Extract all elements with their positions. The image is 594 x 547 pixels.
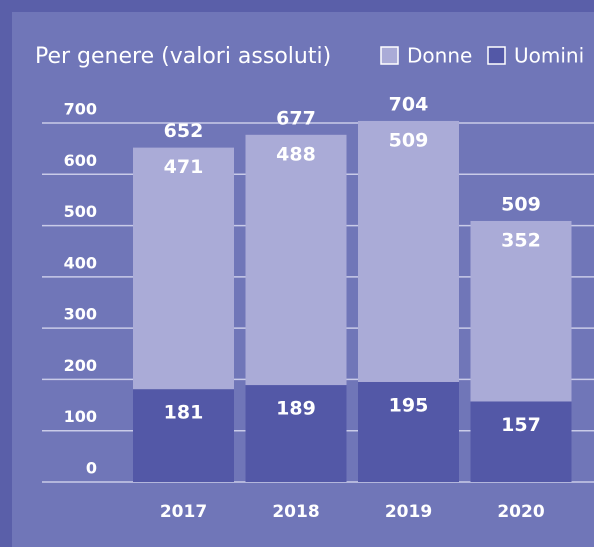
data-label: 181 [164,402,204,424]
y-tick-label: 600 [64,151,97,170]
y-tick-label: 700 [64,100,97,119]
y-tick-label: 500 [64,202,97,221]
bar-segment [245,385,347,482]
bar-segment [470,220,572,402]
legend-swatch [487,46,506,65]
chart-title: Per genere (valori assoluti) [35,44,331,69]
bar-segment [245,134,347,386]
total-label: 677 [276,107,316,129]
bar-segment [133,147,234,390]
x-tick-label: 2017 [160,502,207,522]
bar-segment [358,381,459,482]
x-tick-label: 2020 [497,502,544,522]
y-tick-label: 100 [64,407,97,426]
data-label: 471 [164,156,204,178]
bar-segment [470,401,572,482]
bar-segment [133,389,234,482]
x-tick-label: 2018 [272,502,319,522]
data-label: 195 [389,394,429,416]
data-label: 157 [501,414,541,436]
legend-swatch [380,46,399,65]
data-label: 352 [501,229,541,251]
y-tick-label: 200 [64,356,97,375]
total-label: 704 [389,93,429,115]
bar-segment [358,120,459,382]
legend-label: Donne [407,44,472,68]
y-tick-label: 400 [64,253,97,272]
data-label: 189 [276,398,316,420]
total-label: 652 [164,120,204,142]
y-tick-label: 300 [64,305,97,324]
data-label: 509 [389,129,429,151]
legend-label: Uomini [514,44,584,68]
y-tick-label: 0 [86,459,97,478]
total-label: 509 [501,193,541,215]
data-label: 488 [276,143,316,165]
x-tick-label: 2019 [385,502,432,522]
